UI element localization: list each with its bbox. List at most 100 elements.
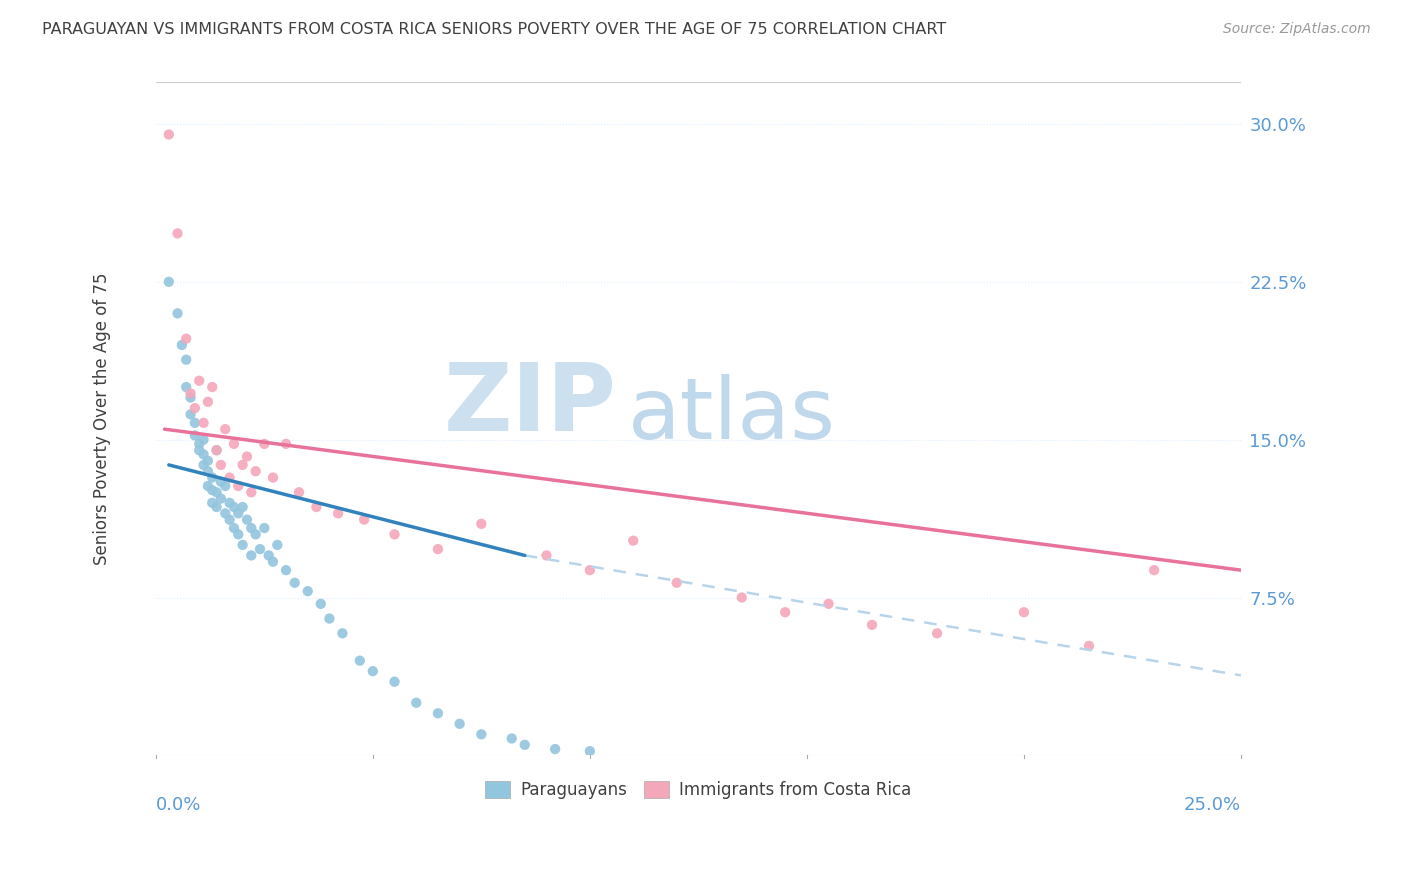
Point (253, 521, 276, 535)
Point (240, 485, 263, 500)
Point (579, 744, 602, 758)
Legend: Paraguayans, Immigrants from Costa Rica: Paraguayans, Immigrants from Costa Rica (477, 772, 920, 807)
Point (240, 521, 263, 535)
Point (197, 394, 219, 409)
Point (188, 374, 211, 388)
Point (257, 549, 280, 563)
Point (817, 597, 839, 611)
Point (449, 716, 471, 731)
Point (860, 618, 883, 632)
Point (621, 533, 644, 548)
Point (201, 483, 224, 498)
Point (197, 453, 219, 467)
Point (579, 563, 602, 577)
Point (309, 597, 332, 611)
Point (226, 479, 249, 493)
Point (240, 549, 263, 563)
Point (222, 500, 245, 514)
Point (184, 401, 207, 416)
Point (470, 727, 492, 741)
Point (157, 128, 180, 142)
Text: Source: ZipAtlas.com: Source: ZipAtlas.com (1223, 22, 1371, 37)
Point (236, 513, 259, 527)
Point (222, 437, 245, 451)
Point (1078, 639, 1101, 653)
Point (405, 696, 427, 710)
Point (184, 416, 207, 430)
Point (262, 470, 284, 484)
Point (157, 275, 180, 289)
Point (426, 542, 449, 557)
Point (384, 527, 406, 541)
Point (1012, 605, 1035, 619)
Text: 25.0%: 25.0% (1184, 796, 1241, 814)
Point (245, 527, 267, 541)
Point (193, 458, 215, 472)
Point (384, 674, 406, 689)
Point (214, 479, 236, 493)
Point (209, 458, 232, 472)
Point (284, 575, 307, 590)
Point (222, 521, 245, 535)
Point (214, 422, 236, 436)
Point (193, 447, 215, 461)
Point (426, 706, 449, 721)
Point (166, 227, 188, 241)
Point (501, 731, 523, 746)
Point (214, 506, 236, 520)
Point (174, 380, 197, 394)
Point (174, 352, 197, 367)
Point (353, 513, 375, 527)
Point (218, 513, 240, 527)
Point (288, 485, 311, 500)
Point (166, 306, 188, 320)
Text: PARAGUAYAN VS IMMIGRANTS FROM COSTA RICA SENIORS POVERTY OVER THE AGE OF 75 CORR: PARAGUAYAN VS IMMIGRANTS FROM COSTA RICA… (42, 22, 946, 37)
Text: 0.0%: 0.0% (156, 796, 201, 814)
Point (193, 416, 215, 430)
Text: atlas: atlas (628, 374, 835, 457)
Point (170, 338, 193, 352)
Point (349, 654, 371, 668)
Point (332, 626, 354, 640)
Point (201, 496, 224, 510)
Point (266, 538, 288, 552)
Point (1143, 563, 1166, 577)
Point (262, 555, 284, 569)
Point (236, 450, 259, 464)
Point (205, 443, 228, 458)
Point (249, 542, 271, 557)
Point (544, 742, 567, 756)
Point (174, 332, 197, 346)
Point (232, 538, 254, 552)
Point (180, 408, 202, 422)
Point (201, 380, 224, 394)
Point (201, 470, 224, 484)
Point (205, 443, 228, 458)
Point (470, 516, 492, 531)
Point (326, 506, 349, 520)
Point (180, 391, 202, 405)
Point (731, 591, 754, 605)
Point (193, 433, 215, 447)
Point (318, 611, 340, 625)
Point (245, 464, 267, 478)
Point (188, 437, 211, 451)
Point (536, 549, 558, 563)
Point (184, 428, 207, 442)
Point (361, 664, 384, 678)
Point (205, 485, 228, 500)
Point (205, 500, 228, 514)
Point (274, 563, 297, 577)
Point (253, 437, 276, 451)
Point (218, 470, 240, 484)
Point (197, 479, 219, 493)
Point (180, 386, 202, 401)
Point (188, 443, 211, 458)
Point (218, 496, 240, 510)
Point (305, 500, 328, 514)
Point (232, 458, 254, 472)
Point (232, 500, 254, 514)
Text: Seniors Poverty Over the Age of 75: Seniors Poverty Over the Age of 75 (93, 272, 111, 565)
Point (209, 491, 232, 506)
Point (209, 475, 232, 489)
